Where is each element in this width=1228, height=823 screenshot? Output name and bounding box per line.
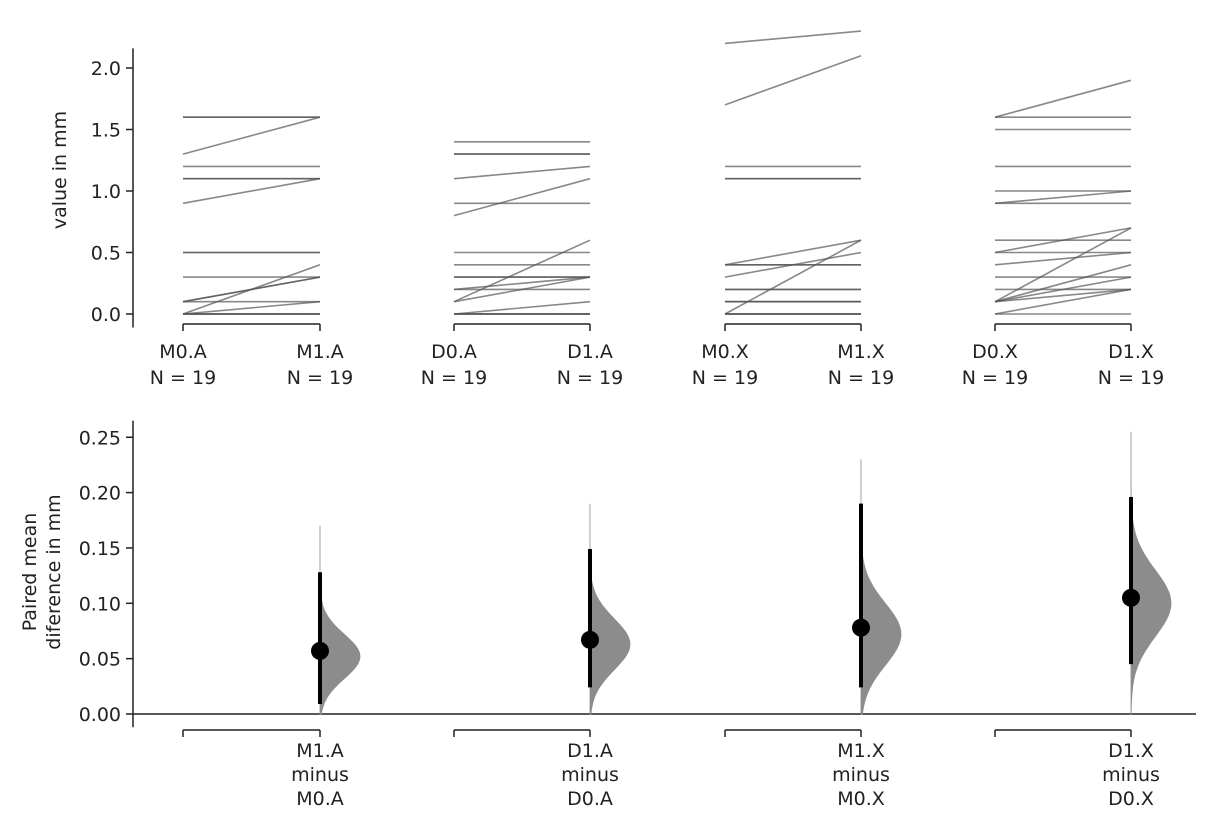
- bootstrap-distribution: [1130, 431, 1172, 715]
- paired-line: [453, 165, 591, 180]
- comparison-label: M0.X: [837, 788, 885, 810]
- comparison-label: D1.X: [1108, 740, 1154, 762]
- group-n-label: N = 19: [692, 367, 758, 389]
- bottom-y-axis-label-line1: Paired mean: [19, 513, 41, 632]
- top-y-axis-label: value in mm: [49, 111, 71, 229]
- bottom-y-tick-label: 0.05: [79, 649, 121, 671]
- top-y-ticks: 0.0 0.5 1.0 1.5 2.0: [91, 58, 133, 326]
- paired-line: [994, 288, 1132, 303]
- confidence-intervals: [311, 497, 1140, 705]
- bootstrap-distribution: [860, 459, 902, 715]
- group-label: M1.X: [837, 341, 885, 363]
- group-label: D1.A: [567, 341, 613, 363]
- comparison-label: minus: [291, 764, 349, 786]
- bottom-y-ticks: 0.00 0.05 0.10 0.15 0.20 0.25: [79, 427, 133, 726]
- bottom-x-axes: M1.AminusM0.AD1.AminusD0.AM1.XminusM0.XD…: [182, 729, 1160, 810]
- group-label: M0.A: [159, 341, 207, 363]
- top-y-tick-label: 0.5: [91, 243, 121, 265]
- bootstrap-distribution: [589, 503, 631, 715]
- mean-difference-point: [1122, 588, 1140, 607]
- group-n-label: N = 19: [557, 367, 623, 389]
- group-n-label: N = 19: [1098, 367, 1164, 389]
- comparison-label: minus: [832, 764, 890, 786]
- group-label: D1.X: [1108, 341, 1154, 363]
- bootstrap-distribution: [319, 525, 361, 715]
- paired-line: [724, 30, 862, 45]
- paired-values-panel: 0.0 0.5 1.0 1.5 2.0 value in mm M0.A N = 19 M1…: [49, 30, 1164, 389]
- paired-line: [994, 288, 1132, 315]
- paired-line: [994, 79, 1132, 118]
- paired-line: [453, 300, 591, 315]
- group-label: D0.X: [972, 341, 1018, 363]
- group-n-label: N = 19: [287, 367, 353, 389]
- paired-line: [182, 177, 321, 205]
- paired-line: [453, 276, 591, 291]
- paired-lines: [182, 30, 1132, 315]
- bottom-y-tick-label: 0.20: [79, 483, 121, 505]
- group-label: D0.A: [431, 341, 477, 363]
- bottom-y-tick-label: 0.00: [79, 704, 121, 726]
- mean-difference-point: [311, 641, 329, 660]
- paired-mean-difference-panel: 0.00 0.05 0.10 0.15 0.20 0.25 Paired mean dif…: [19, 420, 1196, 810]
- paired-line: [182, 276, 321, 303]
- comparison-label: D1.A: [567, 740, 613, 762]
- group-n-label: N = 19: [962, 367, 1028, 389]
- group-label: M1.A: [296, 341, 344, 363]
- top-y-tick-label: 2.0: [91, 58, 121, 80]
- paired-line: [724, 239, 862, 315]
- paired-line: [453, 177, 591, 217]
- group-n-label: N = 19: [150, 367, 216, 389]
- comparison-label: minus: [561, 764, 619, 786]
- paired-line: [724, 239, 862, 266]
- bottom-y-tick-label: 0.10: [79, 593, 121, 615]
- paired-line: [182, 116, 321, 155]
- top-x-axes: M0.A N = 19 M1.A N = 19 D0.A N = 19 D1.A N = 19…: [150, 323, 1164, 389]
- comparison-label: D0.A: [567, 788, 613, 810]
- paired-line: [994, 190, 1132, 205]
- group-n-label: N = 19: [421, 367, 487, 389]
- top-y-tick-label: 1.5: [91, 120, 121, 142]
- comparison-label: M1.A: [296, 740, 344, 762]
- bottom-y-axis-label-line2: diference in mm: [43, 494, 65, 649]
- comparison-label: D0.X: [1108, 788, 1154, 810]
- top-y-tick-label: 1.0: [91, 181, 121, 203]
- bottom-y-tick-label: 0.25: [79, 427, 121, 449]
- paired-line: [994, 251, 1132, 266]
- comparison-label: M0.A: [296, 788, 344, 810]
- comparison-label: M1.X: [837, 740, 885, 762]
- bootstrap-distributions: [319, 431, 1172, 715]
- group-n-label: N = 19: [828, 367, 894, 389]
- paired-line: [994, 264, 1132, 303]
- paired-line: [724, 54, 862, 106]
- paired-line: [453, 239, 591, 303]
- comparison-label: minus: [1102, 764, 1160, 786]
- top-y-tick-label: 0.0: [91, 304, 121, 326]
- mean-difference-point: [852, 618, 870, 637]
- mean-difference-point: [581, 630, 599, 649]
- bottom-y-tick-label: 0.15: [79, 538, 121, 560]
- paired-line: [182, 300, 321, 315]
- group-label: M0.X: [701, 341, 749, 363]
